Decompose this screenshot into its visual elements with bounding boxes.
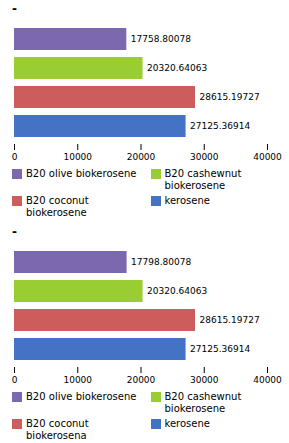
svg-text:0: 0 <box>12 375 18 385</box>
svg-text:10000: 10000 <box>63 152 92 162</box>
html-text:B20 coconut biokerosene: B20 coconut biokerosene <box>26 195 89 218</box>
svg-text:40000: 40000 <box>253 152 282 162</box>
svg-text:17798.80078: 17798.80078 <box>131 257 191 267</box>
html-text:B20 cashewnut biokerosene: B20 cashewnut biokerosene <box>164 391 242 414</box>
svg-text:28615.19727: 28615.19727 <box>199 315 259 325</box>
svg-text:20320.64063: 20320.64063 <box>147 286 207 296</box>
svg-text:20320.64063: 20320.64063 <box>147 63 207 73</box>
svg-text:30000: 30000 <box>190 152 219 162</box>
svg-text:17758.80078: 17758.80078 <box>131 34 191 44</box>
svg-text:0: 0 <box>12 152 18 162</box>
svg-text:10000: 10000 <box>63 375 92 385</box>
svg-text:28615.19727: 28615.19727 <box>199 92 259 102</box>
svg-text:27125.36914: 27125.36914 <box>190 121 250 131</box>
svg-text:20000: 20000 <box>127 152 156 162</box>
html-text:kerosene: kerosene <box>164 195 210 206</box>
html-text:kerosene: kerosene <box>164 418 210 429</box>
html-text:B20 cashewnut biokerosene: B20 cashewnut biokerosene <box>164 168 242 191</box>
svg-text:40000: 40000 <box>253 375 282 385</box>
html-text:B20 olive biokerosene: B20 olive biokerosene <box>26 168 137 179</box>
svg-text:27125.36914: 27125.36914 <box>190 344 250 354</box>
html-text:B20 coconut biokerosena: B20 coconut biokerosena <box>26 418 89 441</box>
svg-text:30000: 30000 <box>190 375 219 385</box>
svg-text:20000: 20000 <box>127 375 156 385</box>
html-text:B20 olive biokerosene: B20 olive biokerosene <box>26 391 137 402</box>
